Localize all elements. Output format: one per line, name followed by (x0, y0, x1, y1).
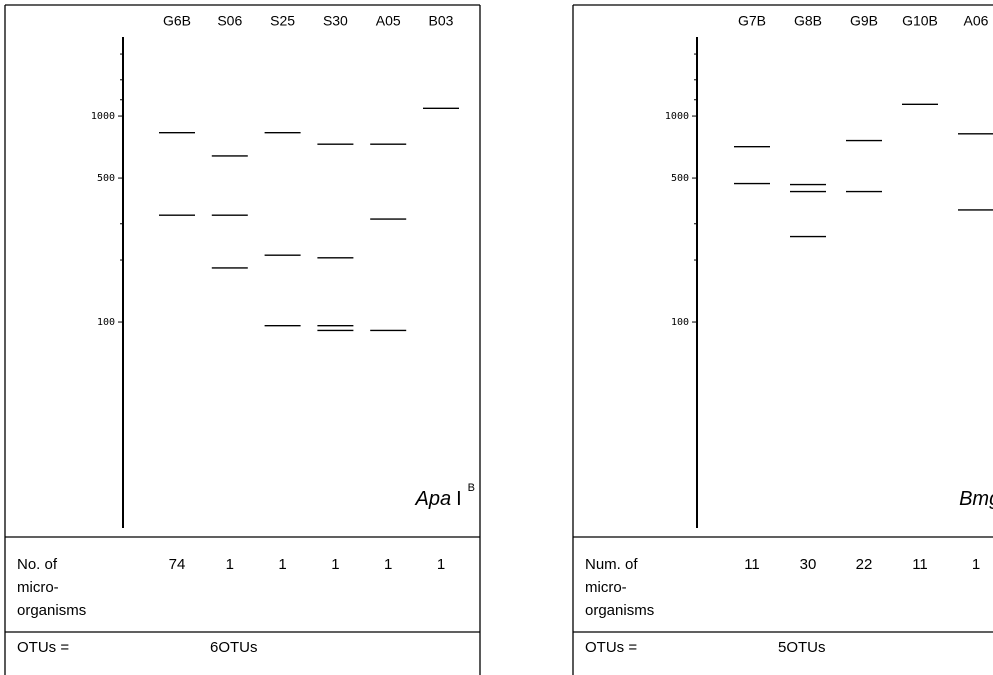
lane-label: G10B (902, 13, 938, 29)
lane-label: B03 (429, 13, 454, 29)
otus-label: OTUs = (585, 639, 637, 656)
count: 11 (912, 556, 928, 573)
lane-label: G8B (794, 13, 822, 29)
figure: 100 500 1000 G6B 74 S06 1 S25 1 S30 1 A05 1 B03 1 No. o… (0, 0, 993, 675)
enzyme-italic: Bmg (959, 488, 993, 510)
count: 1 (278, 556, 286, 573)
count: 22 (856, 556, 873, 573)
lane-label: A05 (376, 13, 401, 29)
count-label: micro- (17, 579, 59, 596)
count: 1 (384, 556, 392, 573)
lane-label: G9B (850, 13, 878, 29)
y-tick-label: 500 (671, 173, 689, 184)
count-label: micro- (585, 579, 627, 596)
lane-label: S06 (217, 13, 242, 29)
otus-value: 6OTUs (210, 639, 258, 656)
y-tick-label: 1000 (665, 111, 689, 122)
lane-label: G7B (738, 13, 766, 29)
lane-label: S25 (270, 13, 295, 29)
enzyme-superscript: B (468, 482, 475, 494)
count: 1 (226, 556, 234, 573)
count: 1 (972, 556, 980, 573)
y-tick-label: 100 (97, 317, 115, 328)
otus-label: OTUs = (17, 639, 69, 656)
y-tick-label: 100 (671, 317, 689, 328)
enzyme-italic: Apa (415, 488, 452, 510)
count: 74 (169, 556, 186, 573)
enzyme-name: I (456, 488, 462, 510)
lane-label: S30 (323, 13, 348, 29)
otus-value: 5OTUs (778, 639, 826, 656)
y-tick-label: 500 (97, 173, 115, 184)
count: 1 (437, 556, 445, 573)
lane-label: G6B (163, 13, 191, 29)
count-label: organisms (17, 602, 86, 619)
count-label: Num. of (585, 556, 638, 573)
count: 11 (744, 556, 760, 573)
y-tick-label: 1000 (91, 111, 115, 122)
count: 30 (800, 556, 817, 573)
lane-label: A06 (964, 13, 989, 29)
count: 1 (331, 556, 339, 573)
count-label: No. of (17, 556, 58, 573)
count-label: organisms (585, 602, 654, 619)
enzyme-label: BmgB IB (959, 482, 993, 510)
